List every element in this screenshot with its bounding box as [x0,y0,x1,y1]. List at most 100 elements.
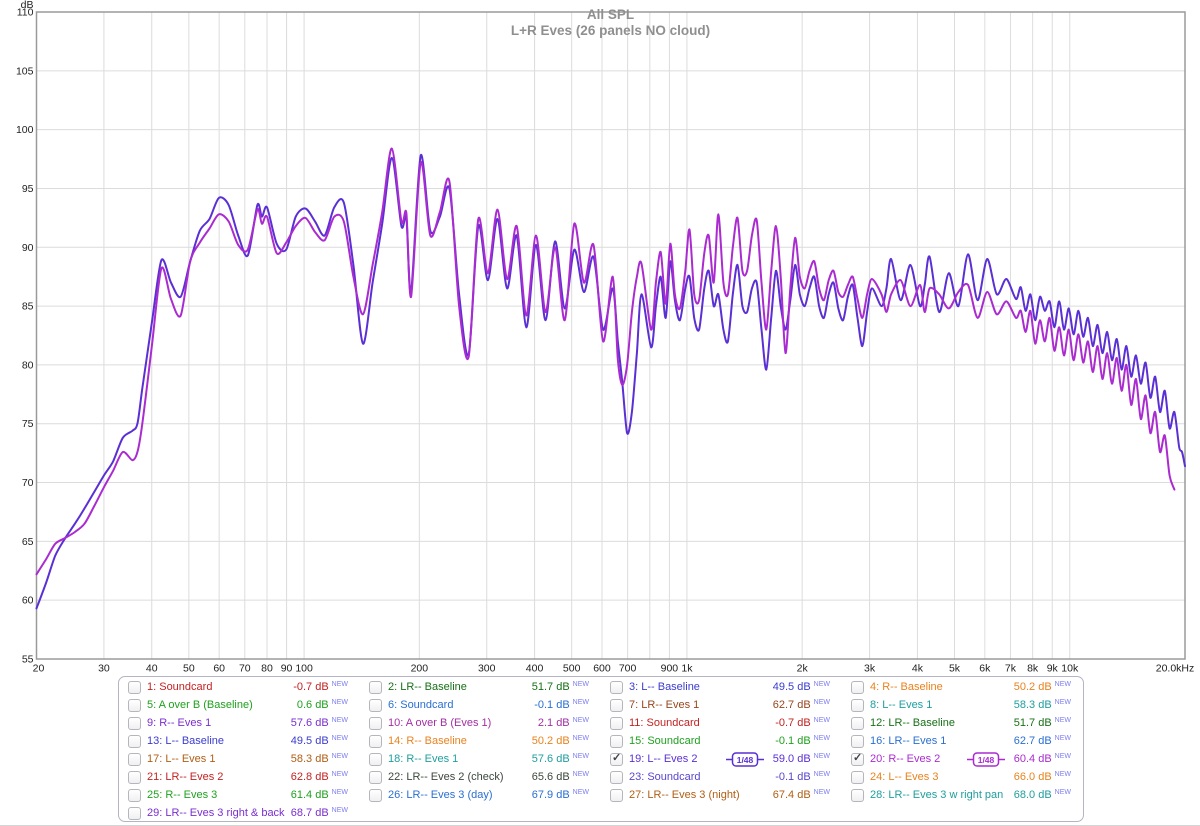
legend-entry[interactable]: 5: A over B (Baseline) 0.6 dB NEW [119,696,360,714]
legend-value-wrap: -0.1 dB NEW [775,770,830,784]
legend-entry[interactable]: 15: Soundcard -0.1 dB NEW [601,732,842,750]
smoothing-badge[interactable]: 1/48 [966,751,1005,767]
legend-entry[interactable]: 18: R-- Eves 1 57.6 dB NEW [360,750,601,768]
checkbox-unchecked[interactable] [128,788,141,802]
y-tick-label: 65 [22,536,34,548]
legend-value: 51.7 dB [531,681,570,693]
new-badge: NEW [813,752,830,760]
legend-entry[interactable]: 29: LR-- Eves 3 right & back 68.7 dB NEW [119,804,360,822]
checkbox-unchecked[interactable] [369,770,382,784]
new-badge: NEW [1054,680,1071,688]
checkbox-unchecked[interactable] [851,788,864,802]
legend-label: 6: Soundcard [388,699,454,711]
legend-entry[interactable]: 26: LR-- Eves 3 (day) 67.9 dB NEW [360,786,601,804]
checkbox-checked[interactable] [610,751,623,766]
checkbox-unchecked[interactable] [851,698,864,712]
legend-entry[interactable]: 13: L-- Baseline 49.5 dB NEW [119,732,360,750]
smoothing-badge[interactable]: 1/48 [725,751,764,767]
new-badge: NEW [813,770,830,778]
legend-value-wrap: 0.6 dB NEW [297,699,348,712]
x-tick-label: 3k [864,663,876,675]
checkbox-unchecked[interactable] [369,716,382,730]
checkbox-checked[interactable] [851,751,864,766]
checkbox-unchecked[interactable] [610,716,623,730]
checkbox-unchecked[interactable] [851,716,864,730]
legend-entry[interactable]: 3: L-- Baseline 49.5 dB NEW [601,678,842,696]
checkbox-unchecked[interactable] [369,752,382,766]
new-badge: NEW [331,752,348,760]
legend-value: -0.7 dB [775,717,811,729]
new-badge: NEW [331,680,348,688]
x-tick-label: 8k [1027,663,1039,675]
legend-value-wrap: 68.0 dB NEW [1014,789,1071,802]
legend-entry[interactable]: 21: LR-- Eves 2 62.8 dB NEW [119,768,360,786]
checkbox-unchecked[interactable] [851,770,864,784]
legend-entry[interactable]: 7: LR-- Eves 1 62.7 dB NEW [601,696,842,714]
x-tick-label: 100 [295,663,313,675]
checkbox-unchecked[interactable] [610,734,623,748]
legend-label: 20: R-- Eves 2 [870,753,941,765]
legend-entry[interactable]: 14: R-- Baseline 50.2 dB NEW [360,732,601,750]
x-axis-labels: 20 30 40 50 60 70 80 90 100 200 300 400 500 600 700 900… [33,663,1195,675]
legend-value: 58.3 dB [290,753,329,765]
legend-value: 49.5 dB [290,735,329,747]
legend-entry[interactable]: 23: Soundcard -0.1 dB NEW [601,768,842,786]
legend-value-wrap: 1/48 60.4 dB NEW [966,751,1071,767]
legend-entry[interactable]: 1: Soundcard -0.7 dB NEW [119,678,360,696]
checkbox-unchecked[interactable] [369,698,382,712]
checkbox-unchecked[interactable] [128,680,141,694]
legend-value: 62.7 dB [1013,735,1052,747]
legend-entry[interactable]: 2: LR-- Baseline 51.7 dB NEW [360,678,601,696]
legend-entry[interactable]: 24: L-- Eves 3 66.0 dB NEW [842,768,1083,786]
legend-value-wrap: 62.8 dB NEW [291,771,348,784]
checkbox-unchecked[interactable] [128,716,141,730]
legend-value: -0.1 dB [534,699,570,711]
legend-entry[interactable]: 16: LR-- Eves 1 62.7 dB NEW [842,732,1083,750]
x-tick-label: 9k [1047,663,1059,675]
legend-entry[interactable]: 10: A over B (Eves 1) 2.1 dB NEW [360,714,601,732]
legend-entry[interactable]: 12: LR-- Baseline 51.7 dB NEW [842,714,1083,732]
legend-entry[interactable]: 28: LR-- Eves 3 w right pan 68.0 dB NEW [842,786,1083,804]
checkbox-unchecked[interactable] [128,698,141,712]
checkbox-unchecked[interactable] [128,770,141,784]
legend-value-wrap: 57.6 dB NEW [532,753,589,766]
checkbox-unchecked[interactable] [851,734,864,748]
legend-value: 66.0 dB [1013,771,1052,783]
legend-entry[interactable]: 8: L-- Eves 1 58.3 dB NEW [842,696,1083,714]
legend-entry[interactable]: 22: LR-- Eves 2 (check) 65.6 dB NEW [360,768,601,786]
y-axis-unit: dB [21,0,34,11]
checkbox-unchecked[interactable] [610,698,623,712]
legend-entry[interactable]: 11: Soundcard -0.7 dB NEW [601,714,842,732]
new-badge: NEW [572,698,589,706]
legend-entry[interactable]: 25: R-- Eves 3 61.4 dB NEW [119,786,360,804]
checkbox-unchecked[interactable] [128,806,141,820]
x-tick-label: 90 [281,663,293,675]
legend-entry[interactable]: 6: Soundcard -0.1 dB NEW [360,696,601,714]
checkbox-unchecked[interactable] [610,788,623,802]
legend-entry[interactable]: 4: R-- Baseline 50.2 dB NEW [842,678,1083,696]
checkbox-unchecked[interactable] [851,680,864,694]
legend-value-wrap: 58.3 dB NEW [1013,699,1071,712]
checkbox-unchecked[interactable] [610,680,623,694]
y-tick-label: 80 [22,359,34,371]
legend-value: 57.6 dB [290,717,329,729]
checkbox-unchecked[interactable] [369,680,382,694]
checkbox-unchecked[interactable] [128,752,141,766]
legend-entry[interactable]: 9: R-- Eves 1 57.6 dB NEW [119,714,360,732]
checkbox-unchecked[interactable] [369,734,382,748]
legend-label: 21: LR-- Eves 2 [147,771,224,783]
chart-subtitle: L+R Eves (26 panels NO cloud) [510,23,711,38]
legend-value-wrap: 49.5 dB NEW [290,735,348,748]
checkbox-unchecked[interactable] [369,788,382,802]
checkbox-unchecked[interactable] [610,770,623,784]
new-badge: NEW [1054,752,1071,760]
legend-label: 24: L-- Eves 3 [870,771,939,783]
checkbox-unchecked[interactable] [128,734,141,748]
legend-entry[interactable]: 27: LR-- Eves 3 (night) 67.4 dB NEW [601,786,842,804]
y-tick-label: 105 [16,65,34,77]
legend-value: 58.3 dB [1013,699,1052,711]
legend-entry[interactable]: 17: L-- Eves 1 58.3 dB NEW [119,750,360,768]
